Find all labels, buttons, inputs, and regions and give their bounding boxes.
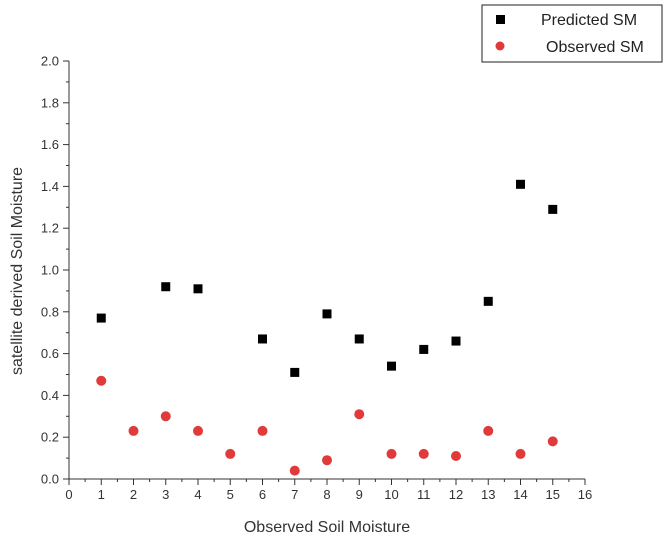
observed-point xyxy=(515,448,526,459)
x-tick-label: 11 xyxy=(417,487,431,502)
observed-point xyxy=(418,448,429,459)
predicted-point xyxy=(96,313,106,323)
legend-marker-predicted xyxy=(496,15,505,24)
x-tick-label: 13 xyxy=(481,487,495,502)
x-tick-label: 8 xyxy=(323,487,330,502)
predicted-point xyxy=(161,282,171,292)
x-tick-label: 3 xyxy=(162,487,169,502)
y-tick-label: 0.6 xyxy=(41,346,59,361)
legend-marker-observed xyxy=(495,41,505,51)
y-axis-ticks: 0.0 0.2 0.4 0.6 0.8 1.0 1.2 1.4 1.6 1.8 2.0 xyxy=(41,54,69,487)
y-tick-label: 1.2 xyxy=(41,221,59,236)
observed-point xyxy=(160,411,171,422)
y-tick-label: 0.4 xyxy=(41,388,59,403)
x-tick-label: 4 xyxy=(194,487,201,502)
y-axis-title: satellite derived Soil Moisture xyxy=(9,167,26,375)
legend-label-observed: Observed SM xyxy=(546,39,644,56)
legend-box xyxy=(481,4,663,63)
series-observed-sm xyxy=(96,375,558,476)
x-axis-title: Observed Soil Moisture xyxy=(244,519,410,536)
x-tick-label: 10 xyxy=(384,487,398,502)
observed-point xyxy=(354,409,365,420)
observed-point xyxy=(547,436,558,447)
y-tick-label: 0.8 xyxy=(41,304,59,319)
y-tick-label: 0.2 xyxy=(41,430,59,445)
predicted-point xyxy=(290,367,300,377)
predicted-point xyxy=(516,179,525,189)
observed-point xyxy=(128,425,139,436)
observed-point xyxy=(193,425,203,436)
predicted-point xyxy=(451,336,461,346)
x-tick-label: 12 xyxy=(449,487,463,502)
axes xyxy=(68,61,585,480)
y-tick-label: 1.0 xyxy=(41,263,59,278)
y-tick-label: 0.0 xyxy=(41,472,59,487)
predicted-point xyxy=(548,204,558,214)
observed-point xyxy=(96,375,107,386)
x-tick-label: 5 xyxy=(227,487,234,502)
y-tick-label: 1.8 xyxy=(41,95,59,110)
series-layer xyxy=(96,179,558,476)
x-tick-label: 7 xyxy=(291,487,298,502)
y-tick-label: 2.0 xyxy=(41,54,59,69)
predicted-point xyxy=(483,296,493,306)
legend-label-predicted: Predicted SM xyxy=(541,12,637,29)
x-tick-label: 1 xyxy=(98,487,105,502)
observed-point xyxy=(257,425,268,436)
predicted-point xyxy=(258,334,267,344)
x-tick-label: 16 xyxy=(578,487,592,502)
predicted-point xyxy=(322,309,332,319)
observed-point xyxy=(451,451,461,462)
x-tick-label: 9 xyxy=(356,487,363,502)
predicted-point xyxy=(419,344,429,354)
observed-point xyxy=(289,465,300,476)
series-predicted-sm xyxy=(96,179,558,377)
y-tick-label: 1.6 xyxy=(41,137,59,152)
observed-point xyxy=(386,448,397,459)
x-tick-label: 14 xyxy=(513,487,527,502)
observed-point xyxy=(322,455,332,466)
x-tick-label: 15 xyxy=(546,487,560,502)
x-tick-label: 2 xyxy=(130,487,137,502)
x-tick-label: 6 xyxy=(259,487,266,502)
predicted-point xyxy=(193,284,203,294)
x-axis-ticks: 0 1 2 3 4 5 6 7 8 9 10 11 12 13 14 15 16 xyxy=(65,479,592,502)
legend: Predicted SM Observed SM xyxy=(481,4,663,63)
observed-point xyxy=(483,425,494,436)
x-tick-label: 0 xyxy=(65,487,72,502)
predicted-point xyxy=(387,361,396,371)
observed-point xyxy=(225,448,236,459)
predicted-point xyxy=(354,334,364,344)
y-tick-label: 1.4 xyxy=(41,179,59,194)
